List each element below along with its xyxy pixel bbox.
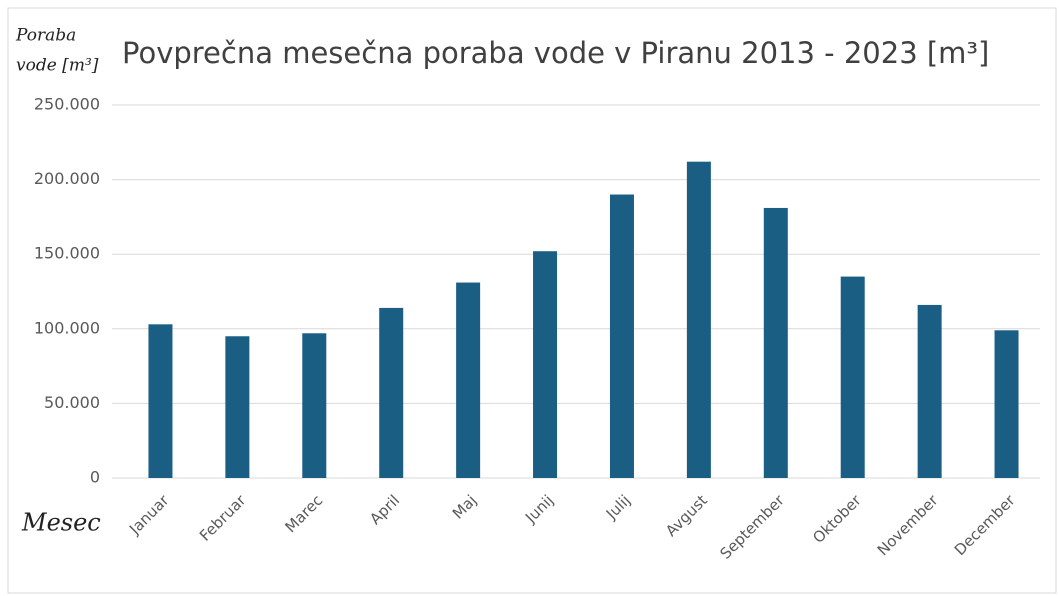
y-tick-label: 200.000 bbox=[34, 169, 100, 188]
y-axis-label: Poraba bbox=[15, 26, 76, 46]
bar bbox=[302, 333, 327, 478]
bar bbox=[994, 330, 1019, 478]
bar bbox=[686, 161, 711, 479]
y-tick-label: 0 bbox=[90, 468, 100, 487]
bar bbox=[456, 282, 481, 478]
bar bbox=[917, 304, 942, 478]
x-axis-label: Mesec bbox=[21, 509, 101, 537]
bar bbox=[840, 276, 865, 478]
chart-title: Povprečna mesečna poraba vode v Piranu 2… bbox=[122, 36, 989, 70]
y-tick-label: 100.000 bbox=[34, 318, 100, 337]
bar bbox=[533, 251, 558, 478]
bar bbox=[763, 207, 788, 478]
y-tick-label: 250.000 bbox=[34, 95, 100, 114]
y-tick-label: 50.000 bbox=[44, 393, 100, 412]
bar bbox=[379, 307, 404, 478]
bar bbox=[225, 336, 250, 478]
bar bbox=[148, 324, 173, 478]
y-tick-label: 150.000 bbox=[34, 244, 100, 263]
y-axis-label: vode [m³] bbox=[16, 56, 99, 76]
bar bbox=[609, 194, 634, 478]
